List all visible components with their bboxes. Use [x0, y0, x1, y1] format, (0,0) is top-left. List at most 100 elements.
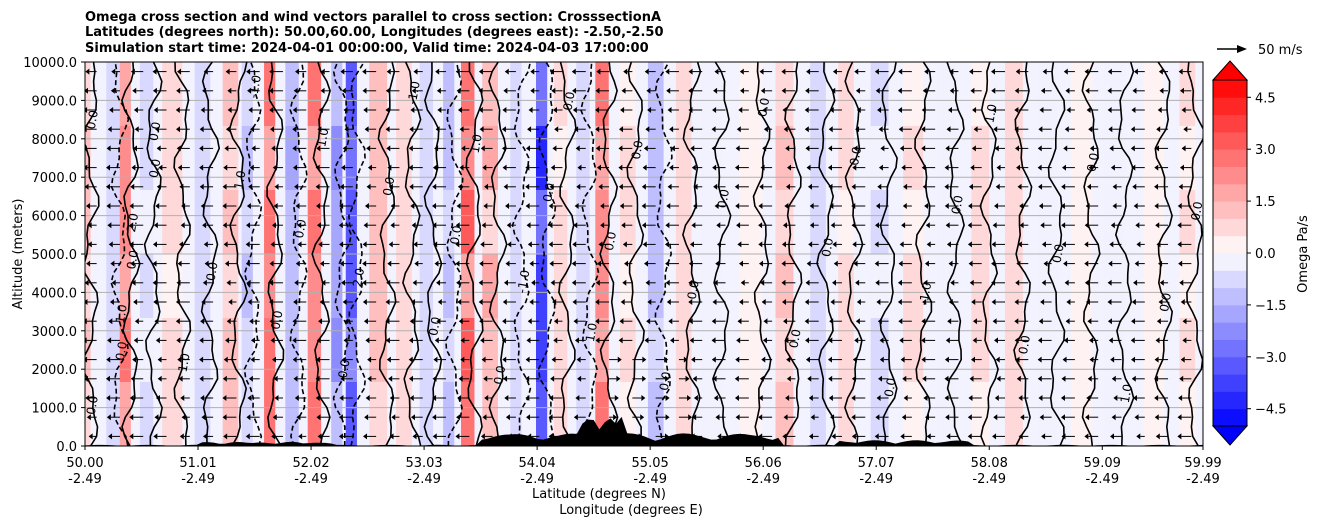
wind-vector-head	[366, 183, 371, 190]
wind-vector-head	[222, 375, 227, 382]
wind-vector-head	[270, 126, 275, 133]
wind-vector-head	[851, 433, 856, 440]
wind-vector	[552, 107, 563, 113]
wind-vector-head	[922, 183, 927, 190]
wind-vector	[342, 299, 353, 305]
wind-vector-head	[734, 164, 739, 171]
wind-vector-head	[367, 164, 372, 171]
wind-vector	[1039, 107, 1052, 113]
wind-vector-head	[224, 145, 229, 152]
omega-band-cell	[264, 126, 276, 190]
wind-vector	[178, 375, 190, 382]
wind-vector-head	[434, 260, 439, 267]
wind-vector	[1063, 260, 1075, 267]
wind-vector	[1112, 203, 1122, 209]
wind-vector	[224, 145, 237, 152]
wind-vector-head	[549, 260, 554, 267]
wind-vector-head	[292, 107, 297, 113]
wind-vector-head	[595, 87, 600, 94]
wind-vector-head	[478, 87, 483, 94]
wind-vector-head	[830, 299, 835, 305]
contour-line-negative	[579, 62, 600, 446]
wind-vector-head	[433, 241, 438, 248]
wind-vector-head	[734, 183, 739, 190]
wind-vector-head	[784, 203, 789, 209]
wind-vector-head	[595, 337, 600, 344]
wind-vector	[874, 433, 889, 440]
wind-vector	[829, 107, 842, 113]
wind-vector-head	[645, 126, 650, 133]
wind-vector-head	[1155, 145, 1160, 152]
wind-vector-head	[736, 222, 741, 229]
wind-vector	[621, 222, 633, 229]
wind-vector	[480, 337, 493, 344]
wind-vector	[269, 318, 283, 325]
wind-vector	[409, 395, 423, 401]
wind-vector-head	[993, 126, 998, 133]
wind-vector-head	[341, 164, 346, 171]
wind-vector	[992, 318, 1006, 325]
wind-vector	[878, 126, 889, 133]
wind-vector	[806, 68, 819, 75]
wind-vector-head	[1131, 375, 1136, 382]
wind-vector-head	[1089, 145, 1094, 152]
x-tick-label-longitude: -2.49	[1085, 472, 1119, 487]
wind-vector-head	[1155, 222, 1160, 229]
wind-vector	[317, 433, 330, 440]
wind-vector	[714, 68, 726, 75]
wind-vector-head	[903, 183, 908, 190]
wind-vector-head	[715, 414, 720, 421]
wind-vector-head	[810, 414, 815, 421]
wind-vector	[461, 145, 470, 152]
wind-vector	[478, 107, 493, 113]
wind-vector-head	[85, 375, 88, 382]
wind-vector	[689, 126, 703, 133]
wind-vector	[506, 222, 516, 229]
wind-vector	[480, 433, 493, 440]
wind-vector-head	[968, 395, 973, 401]
wind-vector	[132, 145, 144, 152]
wind-vector-head	[152, 260, 157, 267]
omega-band-cell	[345, 190, 357, 254]
wind-vector	[1063, 337, 1075, 344]
wind-vector-head	[176, 126, 181, 133]
wind-vector-head	[550, 164, 555, 171]
wind-vector	[410, 203, 423, 209]
wind-vector	[1109, 241, 1122, 248]
omega-band-cell	[937, 318, 956, 382]
wind-vector	[292, 356, 307, 363]
wind-vector	[901, 222, 912, 229]
wind-vector	[386, 145, 400, 152]
wind-vector-head	[507, 241, 512, 248]
omega-band-cell	[241, 318, 253, 382]
wind-vector	[922, 87, 936, 94]
wind-vector	[85, 107, 97, 113]
wind-vector-head	[131, 279, 136, 286]
wind-vector-head	[478, 299, 483, 305]
wind-vector	[106, 203, 120, 209]
wind-vector	[993, 126, 1006, 133]
omega-band-cell	[576, 318, 590, 382]
contour-line	[200, 62, 221, 446]
omega-band-cell	[1038, 126, 1057, 190]
wind-vector	[994, 337, 1006, 344]
wind-vector-head	[806, 68, 811, 75]
wind-vector-head	[1042, 68, 1047, 75]
omega-band-cell	[241, 190, 253, 254]
wind-vector	[1135, 222, 1145, 229]
contour-line	[402, 62, 422, 446]
wind-vector-head	[598, 183, 603, 190]
wind-vector-head	[200, 395, 205, 401]
wind-vector-head	[1061, 241, 1066, 248]
omega-band-cell	[222, 318, 239, 382]
wind-vector	[201, 414, 214, 421]
wind-vector	[689, 337, 703, 344]
wind-vector-head	[897, 87, 902, 94]
wind-vector-head	[436, 279, 441, 286]
wind-vector	[294, 279, 307, 286]
wind-vector-head	[968, 183, 973, 190]
wind-vector-head	[478, 68, 483, 75]
wind-vector-head	[105, 183, 110, 190]
wind-vector	[666, 299, 679, 305]
wind-vector	[246, 203, 260, 209]
